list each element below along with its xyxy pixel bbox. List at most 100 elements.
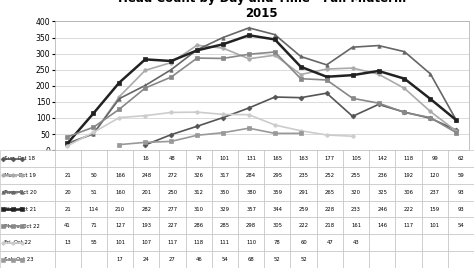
Fri, Oct 22 <box>324 133 329 137</box>
Sun, Oct 18 <box>194 125 200 128</box>
Tues, Oct 20 <box>454 118 459 122</box>
Tues, Oct 20 <box>64 142 70 145</box>
Sun, Oct 18 <box>220 116 226 119</box>
Mon, Oct 19 <box>324 68 329 71</box>
Tues, Oct 20 <box>168 68 174 71</box>
Thurs, Oct 22 <box>117 108 122 111</box>
Sun, Oct 18 <box>246 106 252 110</box>
Wed, Oct 21 <box>350 73 356 77</box>
Tues, Oct 20 <box>194 48 200 51</box>
Wed, Oct 21 <box>64 142 70 145</box>
Thurs, Oct 22 <box>64 135 70 139</box>
Sun, Oct 18 <box>324 92 329 95</box>
Fri, Oct 22 <box>350 135 356 138</box>
Thurs, Oct 22 <box>298 77 304 80</box>
Line: Wed, Oct 21: Wed, Oct 21 <box>66 34 458 145</box>
Wed, Oct 21 <box>298 65 304 68</box>
Sun, Oct 18 <box>168 133 174 136</box>
Wed, Oct 21 <box>220 43 226 46</box>
Sat, Oct 23 <box>272 132 278 135</box>
Wed, Oct 21 <box>142 58 148 61</box>
Fri, Oct 22 <box>246 113 252 116</box>
Tues, Oct 20 <box>350 46 356 49</box>
Wed, Oct 21 <box>454 118 459 122</box>
Wed, Oct 21 <box>401 77 407 80</box>
Sat, Oct 23 <box>220 131 226 134</box>
Mon, Oct 19 <box>401 87 407 90</box>
Title: Head Count by Day and Time - Fall Midterm
2015: Head Count by Day and Time - Fall Midter… <box>118 0 406 20</box>
Tues, Oct 20 <box>91 132 96 135</box>
Mon, Oct 19 <box>220 47 226 50</box>
Wed, Oct 21 <box>272 38 278 41</box>
Mon, Oct 19 <box>298 73 304 76</box>
Wed, Oct 21 <box>246 34 252 37</box>
Sat, Oct 23 <box>142 141 148 144</box>
Sun, Oct 18 <box>428 117 433 120</box>
Fri, Oct 22 <box>91 131 96 134</box>
Tues, Oct 20 <box>401 50 407 53</box>
Thurs, Oct 22 <box>376 102 382 105</box>
Thurs, Oct 22 <box>220 57 226 60</box>
Mon, Oct 19 <box>272 54 278 57</box>
Thurs, Oct 22 <box>194 57 200 60</box>
Wed, Oct 21 <box>117 81 122 84</box>
Mon, Oct 19 <box>91 132 96 136</box>
Thurs, Oct 22 <box>91 126 96 129</box>
Sat, Oct 23 <box>298 132 304 135</box>
Sun, Oct 18 <box>298 96 304 99</box>
Tues, Oct 20 <box>246 26 252 29</box>
Tues, Oct 20 <box>142 84 148 87</box>
Line: Sat, Oct 23: Sat, Oct 23 <box>118 126 302 146</box>
Wed, Oct 21 <box>168 59 174 63</box>
Sun, Oct 18 <box>401 110 407 114</box>
Sat, Oct 23 <box>168 140 174 143</box>
Wed, Oct 21 <box>428 97 433 100</box>
Mon, Oct 19 <box>142 69 148 72</box>
Line: Thurs, Oct 22: Thurs, Oct 22 <box>66 50 458 139</box>
Tues, Oct 20 <box>117 97 122 100</box>
Sun, Oct 18 <box>454 129 459 132</box>
Thurs, Oct 22 <box>454 131 459 134</box>
Mon, Oct 19 <box>168 61 174 64</box>
Sat, Oct 23 <box>117 143 122 146</box>
Sun, Oct 18 <box>272 95 278 99</box>
Tues, Oct 20 <box>428 72 433 76</box>
Mon, Oct 19 <box>376 73 382 76</box>
Fri, Oct 22 <box>194 110 200 114</box>
Tues, Oct 20 <box>298 55 304 58</box>
Tues, Oct 20 <box>376 44 382 47</box>
Thurs, Oct 22 <box>142 86 148 90</box>
Wed, Oct 21 <box>91 112 96 115</box>
Mon, Oct 19 <box>428 110 433 113</box>
Sat, Oct 23 <box>194 134 200 137</box>
Sat, Oct 23 <box>246 126 252 130</box>
Wed, Oct 21 <box>194 49 200 52</box>
Line: Sun, Oct 18: Sun, Oct 18 <box>144 91 458 147</box>
Thurs, Oct 22 <box>324 78 329 81</box>
Fri, Oct 22 <box>142 114 148 117</box>
Line: Mon, Oct 19: Mon, Oct 19 <box>66 43 458 145</box>
Sun, Oct 18 <box>142 143 148 147</box>
Tues, Oct 20 <box>324 63 329 66</box>
Mon, Oct 19 <box>64 142 70 145</box>
Thurs, Oct 22 <box>428 116 433 119</box>
Tues, Oct 20 <box>272 33 278 36</box>
Line: Fri, Oct 22: Fri, Oct 22 <box>66 110 355 148</box>
Fri, Oct 22 <box>117 116 122 119</box>
Fri, Oct 22 <box>168 111 174 114</box>
Tues, Oct 20 <box>220 36 226 39</box>
Thurs, Oct 22 <box>350 97 356 100</box>
Mon, Oct 19 <box>117 95 122 98</box>
Wed, Oct 21 <box>324 75 329 78</box>
Mon, Oct 19 <box>246 57 252 60</box>
Line: Tues, Oct 20: Tues, Oct 20 <box>66 26 458 145</box>
Mon, Oct 19 <box>454 129 459 133</box>
Fri, Oct 22 <box>220 113 226 116</box>
Sun, Oct 18 <box>376 103 382 106</box>
Thurs, Oct 22 <box>272 50 278 54</box>
Fri, Oct 22 <box>64 144 70 147</box>
Fri, Oct 22 <box>298 129 304 132</box>
Fri, Oct 22 <box>272 123 278 126</box>
Sun, Oct 18 <box>350 115 356 118</box>
Mon, Oct 19 <box>350 66 356 70</box>
